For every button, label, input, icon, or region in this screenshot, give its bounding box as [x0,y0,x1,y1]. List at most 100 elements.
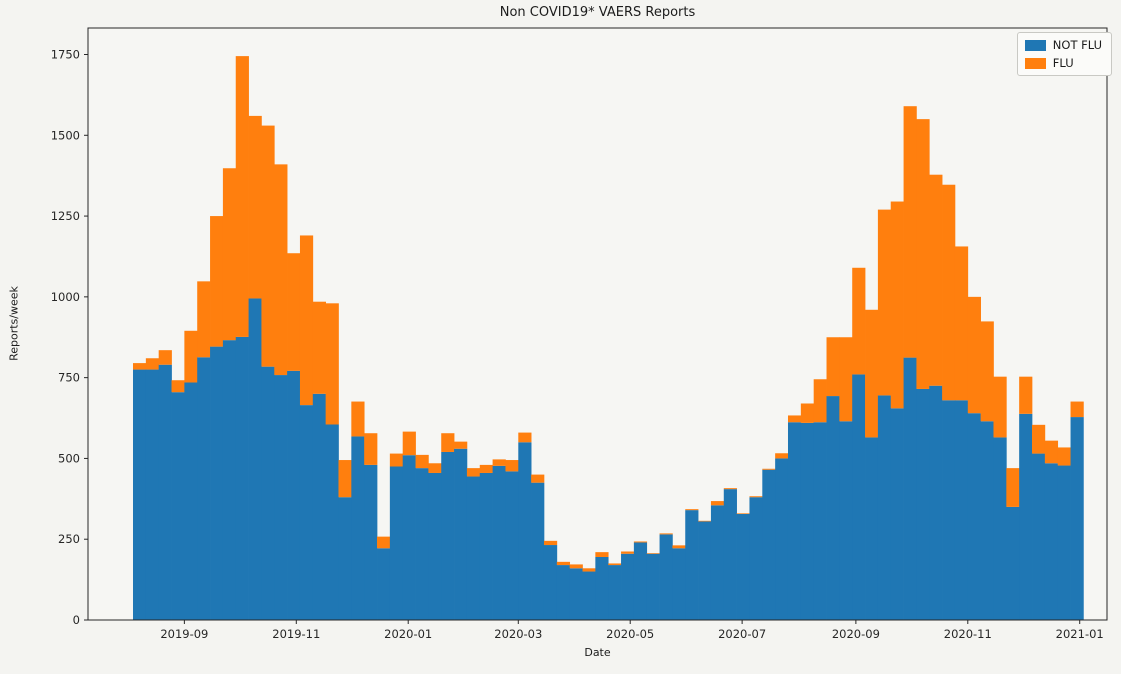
bar-segment-flu [787,415,802,423]
bar-segment-flu [967,296,981,414]
bar-segment-notflu [954,400,969,620]
legend: NOT FLU FLU [1016,32,1112,76]
bar-segment-flu [1006,468,1020,507]
y-tick-label: 1000 [51,290,80,304]
bar-segment-notflu [210,346,224,620]
legend-swatch-flu [1024,57,1046,69]
bar-segment-notflu [312,393,326,620]
bar-segment-flu [916,119,930,389]
y-axis-label: Reports/week [7,286,21,361]
bar-segment-notflu [492,465,506,620]
bar-segment-flu [377,536,391,549]
legend-swatch-not-flu [1024,39,1046,51]
bar-segment-notflu [145,369,160,620]
bar-segment-notflu [171,392,185,620]
bar-segment-notflu [415,468,429,620]
bar-segment-notflu [710,505,725,620]
bar-segment-notflu [1057,465,1071,620]
bar-segment-flu [171,380,185,393]
bar-segment-notflu [299,405,314,620]
bar-segment-notflu [377,548,391,620]
bar-segment-notflu [1019,413,1033,620]
bar-segment-flu [1057,447,1071,466]
axes-frame [87,27,1108,621]
bar-segment-flu [287,253,301,371]
bar-segment-flu [800,403,815,423]
bar-segment-flu [942,184,956,401]
bar-segment-notflu [556,565,571,620]
x-tick-label: 2020-05 [606,627,654,641]
bar-segment-flu [762,468,776,470]
bar-segment-notflu [248,298,262,620]
bar-segment-notflu [839,421,853,620]
bar-segment-notflu [261,366,275,620]
bar-segment-flu [158,350,172,365]
bar-segment-flu [364,433,378,465]
x-tick-label: 2020-11 [944,627,992,641]
bar-segment-notflu [428,472,442,620]
bar-segment-notflu [454,448,468,620]
bar-segment-notflu [916,388,930,620]
bar-segment-notflu [505,471,519,620]
bar-segment-notflu [980,421,994,620]
bar-segment-notflu [865,437,879,620]
bar-segment-flu [184,330,198,383]
bar-segment-flu [839,337,853,422]
bar-segment-notflu [877,395,892,620]
bar-segment-flu [723,488,737,490]
x-tick-label: 2020-01 [384,627,432,641]
bar-segment-notflu [942,400,956,620]
bar-segment-notflu [389,466,404,620]
bar-segment-notflu [967,413,981,620]
bar-segment-notflu [1044,463,1059,620]
bar-segment-notflu [929,385,943,620]
bar-segment-flu [479,464,493,473]
y-tick-label: 0 [73,613,80,627]
bar-segment-flu [543,540,558,546]
bar-segment-notflu [621,553,635,620]
x-tick-label: 2021-01 [1056,627,1104,641]
bar-segment-flu [441,433,455,452]
bar-segment-flu [672,545,686,549]
bar-segment-flu [877,209,892,396]
bar-segment-flu [852,267,866,375]
bar-segment-flu [466,468,481,477]
x-tick-label: 2019-09 [160,627,208,641]
bar-segment-notflu [736,514,750,620]
bar-segment-flu [980,321,994,422]
bar-segment-notflu [441,451,455,620]
bar-segment-flu [595,552,609,557]
bar-segment-flu [659,533,673,535]
bar-segment-flu [633,541,648,543]
legend-label: FLU [1052,56,1074,70]
bar-segment-flu [736,513,750,515]
bar-segment-notflu [543,545,558,620]
bar-segment-flu [749,496,763,498]
bar-segment-notflu [749,497,763,620]
bar-segment-flu [608,563,622,566]
bar-segment-flu [248,115,262,299]
y-tick-label: 500 [58,451,80,465]
bar-segment-notflu [813,422,827,620]
bar-segment-notflu [184,382,198,620]
bar-segment-flu [402,431,416,456]
bar-segment-flu [210,216,224,347]
y-tick-label: 1500 [51,128,80,142]
bar-segment-flu [903,106,917,358]
bar-segment-flu [518,432,532,443]
bar-segment-flu [492,459,506,466]
bar-segment-flu [197,281,211,358]
bar-segment-flu [145,358,160,370]
bar-segment-notflu [325,424,339,620]
bar-segment-notflu [698,521,712,620]
bar-segment-flu [646,553,660,554]
bar-segment-notflu [762,469,776,620]
y-tick-label: 750 [58,371,80,385]
bar-segment-flu [312,301,326,394]
legend-label: NOT FLU [1052,38,1102,52]
bar-segment-notflu [466,476,481,620]
bar-segment-flu [505,460,519,472]
bar-segment-flu [954,246,969,401]
bar-segment-flu [428,463,442,473]
